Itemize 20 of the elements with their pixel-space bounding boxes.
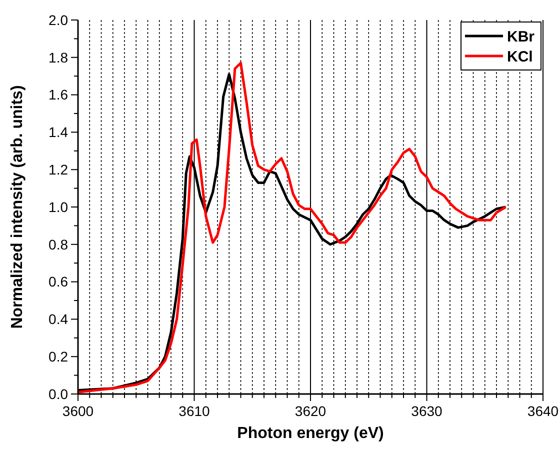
- y-tick-label: 1.0: [48, 198, 68, 215]
- x-tick-label: 3640: [527, 403, 559, 419]
- y-tick-label: 0.0: [48, 386, 68, 402]
- y-tick-label: 0.6: [48, 274, 68, 290]
- x-tick-label: 3620: [294, 403, 326, 419]
- y-tick-label: 1.4: [48, 124, 68, 140]
- x-axis-title: Photon energy (eV): [237, 425, 384, 442]
- y-tick-label: 2.0: [48, 12, 68, 28]
- y-tick-label: 1.2: [48, 162, 68, 178]
- y-tick-label: 0.8: [48, 236, 68, 252]
- y-tick-label: 0.2: [48, 348, 68, 364]
- legend-label: KBr: [507, 28, 535, 46]
- y-tick-label: 1.6: [48, 86, 68, 103]
- y-tick-label: 1.8: [48, 49, 68, 66]
- x-tick-label: 3630: [411, 403, 443, 419]
- y-axis-title: Normalized intensity (arb. units): [9, 85, 26, 329]
- x-tick-label: 3600: [62, 403, 94, 419]
- x-tick-label: 3610: [178, 403, 210, 419]
- y-tick-label: 0.4: [48, 311, 68, 328]
- legend-label: KCl: [507, 48, 533, 66]
